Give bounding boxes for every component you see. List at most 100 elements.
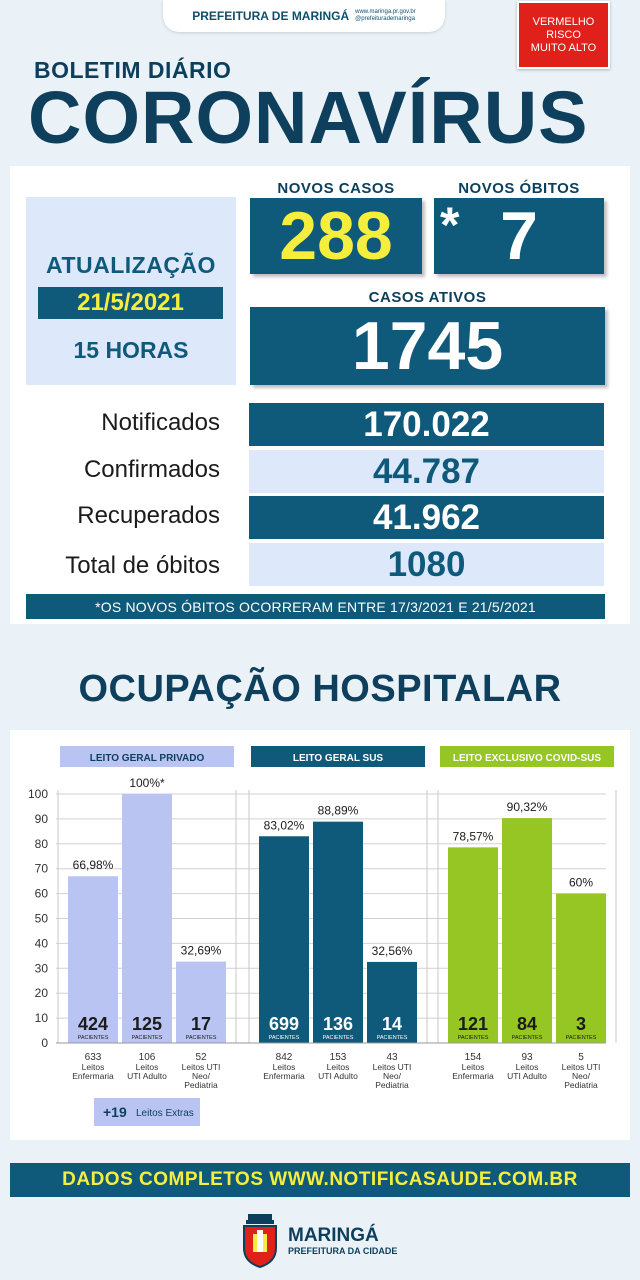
new-deaths-label: NOVOS ÓBITOS bbox=[458, 180, 580, 197]
beds-count: 43 bbox=[386, 1052, 398, 1063]
y-tick-label: 20 bbox=[35, 986, 49, 1000]
page-title: CORONAVÍRUS bbox=[28, 76, 589, 159]
risk-badge: VERMELHO RISCO MUITO ALTO bbox=[517, 1, 610, 69]
beds-description: Enfermaria bbox=[72, 1071, 114, 1081]
bar bbox=[122, 794, 172, 1043]
active-cases-label: CASOS ATIVOS bbox=[368, 289, 487, 306]
beds-count: 5 bbox=[578, 1052, 584, 1063]
beds-description: Pediatria bbox=[564, 1080, 598, 1090]
asterisk-mark: * bbox=[440, 197, 460, 253]
bar-percent-label: 90,32% bbox=[507, 800, 548, 814]
y-tick-label: 90 bbox=[35, 812, 49, 826]
data-link[interactable]: DADOS COMPLETOS WWW.NOTIFICASAUDE.COM.BR bbox=[10, 1163, 630, 1197]
patients-label: PACIENTES bbox=[377, 1035, 408, 1041]
new-cases-value: 288 bbox=[250, 198, 422, 274]
occupancy-chart-card: 0 10 20 30 40 50 60 70 80 90 100 LEITO GERAL PRIVAD… bbox=[10, 730, 630, 1140]
patients-label: PACIENTES bbox=[269, 1035, 300, 1041]
group-header bbox=[60, 746, 234, 767]
extra-beds-count: +19 bbox=[103, 1104, 127, 1120]
beds-count: 842 bbox=[276, 1052, 293, 1063]
bar-percent-label: 66,98% bbox=[73, 858, 114, 872]
bar bbox=[448, 847, 498, 1043]
beds-count: 106 bbox=[139, 1052, 156, 1063]
bar-percent-label: 88,89% bbox=[318, 804, 359, 818]
bar-percent-label: 32,56% bbox=[372, 944, 413, 958]
bar bbox=[313, 821, 363, 1043]
patients-label: PACIENTES bbox=[458, 1035, 489, 1041]
y-tick-label: 0 bbox=[41, 1036, 48, 1050]
patients-count: 136 bbox=[323, 1014, 353, 1034]
beds-description: Enfermaria bbox=[263, 1071, 305, 1081]
beds-count: 154 bbox=[465, 1052, 482, 1063]
new-deaths-value: 7 bbox=[500, 198, 538, 274]
bar bbox=[259, 836, 309, 1043]
beds-description: Neo/ bbox=[572, 1071, 591, 1081]
beds-description: Neo/ bbox=[383, 1071, 402, 1081]
bar-percent-label: 78,57% bbox=[453, 829, 494, 843]
bar bbox=[367, 961, 417, 1043]
stat-label-confirmados: Confirmados bbox=[83, 456, 220, 483]
risk-line: MUITO ALTO bbox=[530, 41, 597, 54]
beds-description: Pediatria bbox=[184, 1080, 218, 1090]
patients-count: 17 bbox=[191, 1014, 211, 1034]
stat-value-recuperados: 41.962 bbox=[249, 496, 604, 539]
beds-description: UTI Adulto bbox=[127, 1071, 167, 1081]
patients-count: 121 bbox=[458, 1014, 488, 1034]
active-cases-value: 1745 bbox=[250, 307, 605, 385]
group-header bbox=[251, 746, 425, 767]
site-url: www.maringa.pr.gov.br bbox=[355, 9, 416, 15]
beds-count: 93 bbox=[521, 1052, 533, 1063]
beds-description: Leitos bbox=[82, 1062, 105, 1072]
patients-count: 84 bbox=[517, 1014, 537, 1034]
beds-description: Pediatria bbox=[375, 1080, 409, 1090]
beds-description: Enfermaria bbox=[452, 1071, 494, 1081]
bar bbox=[502, 818, 552, 1043]
patients-label: PACIENTES bbox=[323, 1035, 354, 1041]
extra-beds-label: Leitos Extras bbox=[136, 1108, 194, 1119]
beds-description: UTI Adulto bbox=[318, 1071, 358, 1081]
patients-count: 424 bbox=[78, 1014, 108, 1034]
bar bbox=[556, 893, 606, 1043]
beds-count: 633 bbox=[85, 1052, 102, 1063]
beds-description: Leitos bbox=[462, 1062, 485, 1072]
patients-label: PACIENTES bbox=[186, 1035, 217, 1041]
beds-description: Leitos bbox=[136, 1062, 159, 1072]
risk-line: VERMELHO bbox=[532, 15, 595, 28]
new-cases-label: NOVOS CASOS bbox=[277, 180, 395, 197]
beds-description: Leitos UTI bbox=[373, 1062, 412, 1072]
patients-label: PACIENTES bbox=[132, 1035, 163, 1041]
stat-label-recuperados: Recuperados bbox=[77, 502, 220, 529]
y-tick-label: 10 bbox=[35, 1011, 49, 1025]
beds-count: 52 bbox=[195, 1052, 207, 1063]
patients-label: PACIENTES bbox=[566, 1035, 597, 1041]
city-subtitle: PREFEITURA DA CIDADE bbox=[288, 1246, 398, 1256]
stat-value-obitos: 1080 bbox=[249, 543, 604, 586]
new-deaths-box: * 7 bbox=[434, 197, 604, 274]
bar-percent-label: 32,69% bbox=[181, 944, 222, 958]
org-name: PREFEITURA DE MARINGÁ bbox=[192, 9, 350, 23]
patients-label: PACIENTES bbox=[78, 1035, 109, 1041]
patients-count: 125 bbox=[132, 1014, 162, 1034]
beds-description: Leitos UTI bbox=[562, 1062, 601, 1072]
occupancy-chart: 0 10 20 30 40 50 60 70 80 90 100 LEITO GERAL PRIVAD… bbox=[28, 746, 617, 1126]
deaths-footnote: *OS NOVOS ÓBITOS OCORRERAM ENTRE 17/3/20… bbox=[26, 594, 605, 619]
group-header-label: LEITO EXCLUSIVO COVID-SUS bbox=[453, 753, 601, 764]
y-tick-label: 60 bbox=[35, 887, 49, 901]
risk-line: RISCO bbox=[546, 28, 581, 41]
header-bar: PREFEITURA DE MARINGÁ www.maringa.pr.gov… bbox=[163, 0, 445, 32]
extra-beds-badge bbox=[94, 1098, 200, 1126]
stat-label-notificados: Notificados bbox=[101, 409, 220, 436]
stat-value-notificados: 170.022 bbox=[249, 403, 604, 446]
y-tick-label: 50 bbox=[35, 912, 49, 926]
beds-description: Leitos bbox=[273, 1062, 296, 1072]
bar-percent-label: 83,02% bbox=[264, 818, 305, 832]
patients-count: 3 bbox=[576, 1014, 586, 1034]
bar-percent-label: 60% bbox=[569, 876, 593, 890]
city-name: MARINGÁ bbox=[288, 1225, 379, 1246]
bar bbox=[68, 876, 118, 1043]
bar bbox=[176, 961, 226, 1043]
beds-description: Neo/ bbox=[192, 1071, 211, 1081]
beds-description: Leitos bbox=[327, 1062, 350, 1072]
beds-description: Leitos UTI bbox=[182, 1062, 221, 1072]
city-logo: MARINGÁ PREFEITURA DA CIDADE bbox=[240, 1212, 410, 1270]
